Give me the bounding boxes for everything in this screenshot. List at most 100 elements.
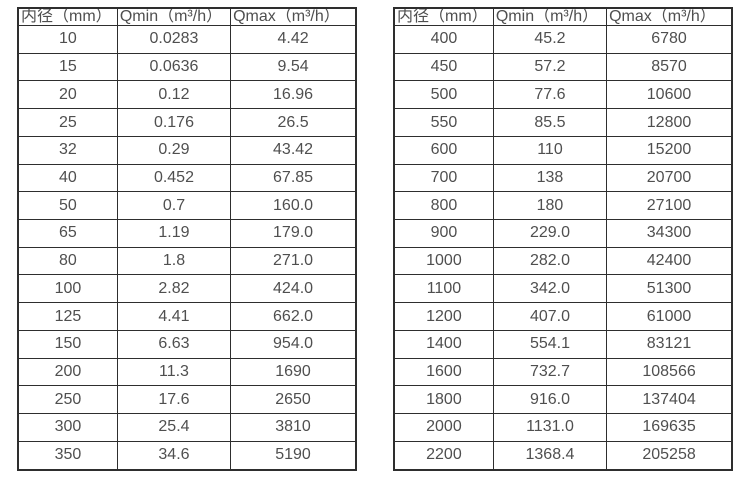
table-cell: 900 [393,219,494,248]
table-cell: 100 [17,274,118,304]
table-cell: 1368.4 [492,440,608,471]
header-cell: 内径（mm） [17,7,118,26]
table-row: 1800 916.0 137404 [393,385,733,415]
table-row: 700 138 20700 [393,163,733,193]
table-row: 20 0.12 16.96 [17,80,357,110]
table-cell: 8570 [606,52,733,82]
table-row: 600 110 15200 [393,135,733,165]
header-cell: Qmax（m³/h） [606,7,733,26]
flow-table-small-diameters: 内径（mm） Qmin（m³/h） Qmax（m³/h） 10 0.0283 4.42 15… [17,7,357,471]
table-cell: 424.0 [230,274,357,304]
header-row: 内径（mm） Qmin（m³/h） Qmax（m³/h） [17,7,357,26]
table-row: 50 0.7 160.0 [17,191,357,221]
table-cell: 350 [17,440,118,471]
table-cell: 554.1 [492,329,608,359]
table-row: 1000 282.0 42400 [393,246,733,276]
table-cell: 1.19 [116,219,232,248]
table-row: 900 229.0 34300 [393,219,733,248]
table-row: 200 11.3 1690 [17,357,357,387]
table-cell: 2.82 [116,274,232,304]
table-cell: 550 [393,108,494,137]
table-cell: 42400 [606,246,733,276]
table-cell: 6.63 [116,329,232,359]
table-cell: 20700 [606,163,733,193]
table-cell: 57.2 [492,52,608,82]
table-cell: 15200 [606,135,733,165]
table-cell: 110 [492,135,608,165]
table-cell: 0.0636 [116,52,232,82]
table-cell: 11.3 [116,357,232,387]
table-cell: 169635 [606,413,733,442]
table-row: 100 2.82 424.0 [17,274,357,304]
table-row: 10 0.0283 4.42 [17,25,357,54]
table-row: 150 6.63 954.0 [17,329,357,359]
table-cell: 15 [17,52,118,82]
table-cell: 5190 [230,440,357,471]
table-row: 1400 554.1 83121 [393,329,733,359]
table-cell: 34.6 [116,440,232,471]
table-cell: 700 [393,163,494,193]
table-row: 400 45.2 6780 [393,25,733,54]
table-cell: 50 [17,191,118,221]
table-row: 2200 1368.4 205258 [393,440,733,471]
table-row: 25 0.176 26.5 [17,108,357,137]
table-cell: 205258 [606,440,733,471]
table-cell: 25.4 [116,413,232,442]
table-cell: 800 [393,191,494,221]
table-cell: 2000 [393,413,494,442]
table-cell: 137404 [606,385,733,415]
table-cell: 17.6 [116,385,232,415]
table-cell: 3810 [230,413,357,442]
table-row: 80 1.8 271.0 [17,246,357,276]
table-cell: 407.0 [492,302,608,331]
table-cell: 34300 [606,219,733,248]
table-cell: 10 [17,25,118,54]
table-cell: 45.2 [492,25,608,54]
table-cell: 27100 [606,191,733,221]
table-cell: 32 [17,135,118,165]
table-cell: 1200 [393,302,494,331]
table-cell: 1400 [393,329,494,359]
table-cell: 4.41 [116,302,232,331]
table-cell: 0.12 [116,80,232,110]
table-row: 1100 342.0 51300 [393,274,733,304]
header-cell: 内径（mm） [393,7,494,26]
table-row: 125 4.41 662.0 [17,302,357,331]
table-cell: 10600 [606,80,733,110]
table-cell: 26.5 [230,108,357,137]
table-cell: 1600 [393,357,494,387]
table-cell: 77.6 [492,80,608,110]
table-cell: 40 [17,163,118,193]
table-row: 2000 1131.0 169635 [393,413,733,442]
table-row: 1200 407.0 61000 [393,302,733,331]
table-cell: 662.0 [230,302,357,331]
table-cell: 200 [17,357,118,387]
table-cell: 300 [17,413,118,442]
table-cell: 600 [393,135,494,165]
table-cell: 2200 [393,440,494,471]
table-row: 15 0.0636 9.54 [17,52,357,82]
table-cell: 65 [17,219,118,248]
table-cell: 1.8 [116,246,232,276]
table-cell: 180 [492,191,608,221]
table-cell: 0.452 [116,163,232,193]
table-row: 500 77.6 10600 [393,80,733,110]
table-cell: 271.0 [230,246,357,276]
table-cell: 125 [17,302,118,331]
table-cell: 450 [393,52,494,82]
table-cell: 51300 [606,274,733,304]
table-cell: 250 [17,385,118,415]
table-cell: 1800 [393,385,494,415]
header-cell: Qmin（m³/h） [116,7,232,26]
table-row: 800 180 27100 [393,191,733,221]
table-cell: 160.0 [230,191,357,221]
table-cell: 138 [492,163,608,193]
table-cell: 16.96 [230,80,357,110]
table-cell: 2650 [230,385,357,415]
table-cell: 20 [17,80,118,110]
table-cell: 150 [17,329,118,359]
table-cell: 9.54 [230,52,357,82]
table-cell: 0.176 [116,108,232,137]
table-cell: 1131.0 [492,413,608,442]
